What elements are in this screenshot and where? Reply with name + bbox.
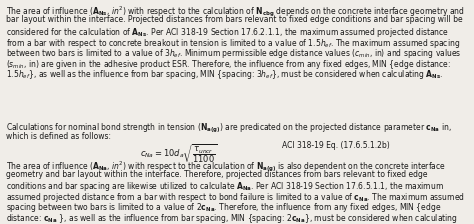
Text: $c_{Na} = 10d_a\sqrt{\dfrac{\tau_{uncr}}{1100}}$: $c_{Na} = 10d_a\sqrt{\dfrac{\tau_{uncr}}… — [140, 142, 218, 165]
Text: The area of influence ($\mathbf{A_{Na}}$, $in^2$) with respect to the calculatio: The area of influence ($\mathbf{A_{Na}}$… — [6, 159, 446, 174]
Text: bar layout within the interface. Projected distances from bars relevant to fixed: bar layout within the interface. Project… — [6, 15, 463, 24]
Text: assumed projected distance from a bar with respect to bond failure is limited to: assumed projected distance from a bar wi… — [6, 191, 465, 204]
Text: The area of influence ($\mathbf{A_{Ns}}$, $in^2$) with respect to the calculatio: The area of influence ($\mathbf{A_{Ns}}$… — [6, 5, 465, 19]
Text: considered for the calculation of $\mathbf{A_{Ns}}$. Per ACI 318-19 Section 17.6: considered for the calculation of $\math… — [6, 26, 449, 39]
Text: conditions and bar spacing are likewise utilized to calculate $\mathbf{A_{Na}}$.: conditions and bar spacing are likewise … — [6, 180, 444, 193]
Text: geometry and bar layout within the interface. Therefore, projected distances fro: geometry and bar layout within the inter… — [6, 170, 428, 179]
Text: distance: $\mathbf{c_{Na}}$ }, as well as the influence from bar spacing, MIN {s: distance: $\mathbf{c_{Na}}$ }, as well a… — [6, 212, 458, 224]
Text: ($s_{min}$, in) are given in the adhesive product ESR. Therefore, the influence : ($s_{min}$, in) are given in the adhesiv… — [6, 58, 451, 71]
Text: between two bars is limited to a value of $3h_{ef}$. Minimum permissible edge di: between two bars is limited to a value o… — [6, 47, 462, 60]
Text: spacing between two bars is limited to a value of $2\mathbf{c_{Na}}$. Therefore,: spacing between two bars is limited to a… — [6, 201, 442, 214]
Text: ACI 318-19 Eq. (17.6.5.1.2b): ACI 318-19 Eq. (17.6.5.1.2b) — [282, 141, 390, 150]
Text: $\mathbf{A_{Na}}$.: $\mathbf{A_{Na}}$. — [6, 222, 24, 224]
Text: Calculations for nominal bond strength in tension ($\mathbf{N_{a(g)}}$) are pred: Calculations for nominal bond strength i… — [6, 121, 452, 134]
Text: from a bar with respect to concrete breakout in tension is limited to a value of: from a bar with respect to concrete brea… — [6, 37, 460, 50]
Text: $1.5h_{ef}$}, as well as the influence from bar spacing, MIN {spacing: $3h_{ef}$: $1.5h_{ef}$}, as well as the influence f… — [6, 68, 444, 81]
Text: which is defined as follows:: which is defined as follows: — [6, 132, 111, 141]
